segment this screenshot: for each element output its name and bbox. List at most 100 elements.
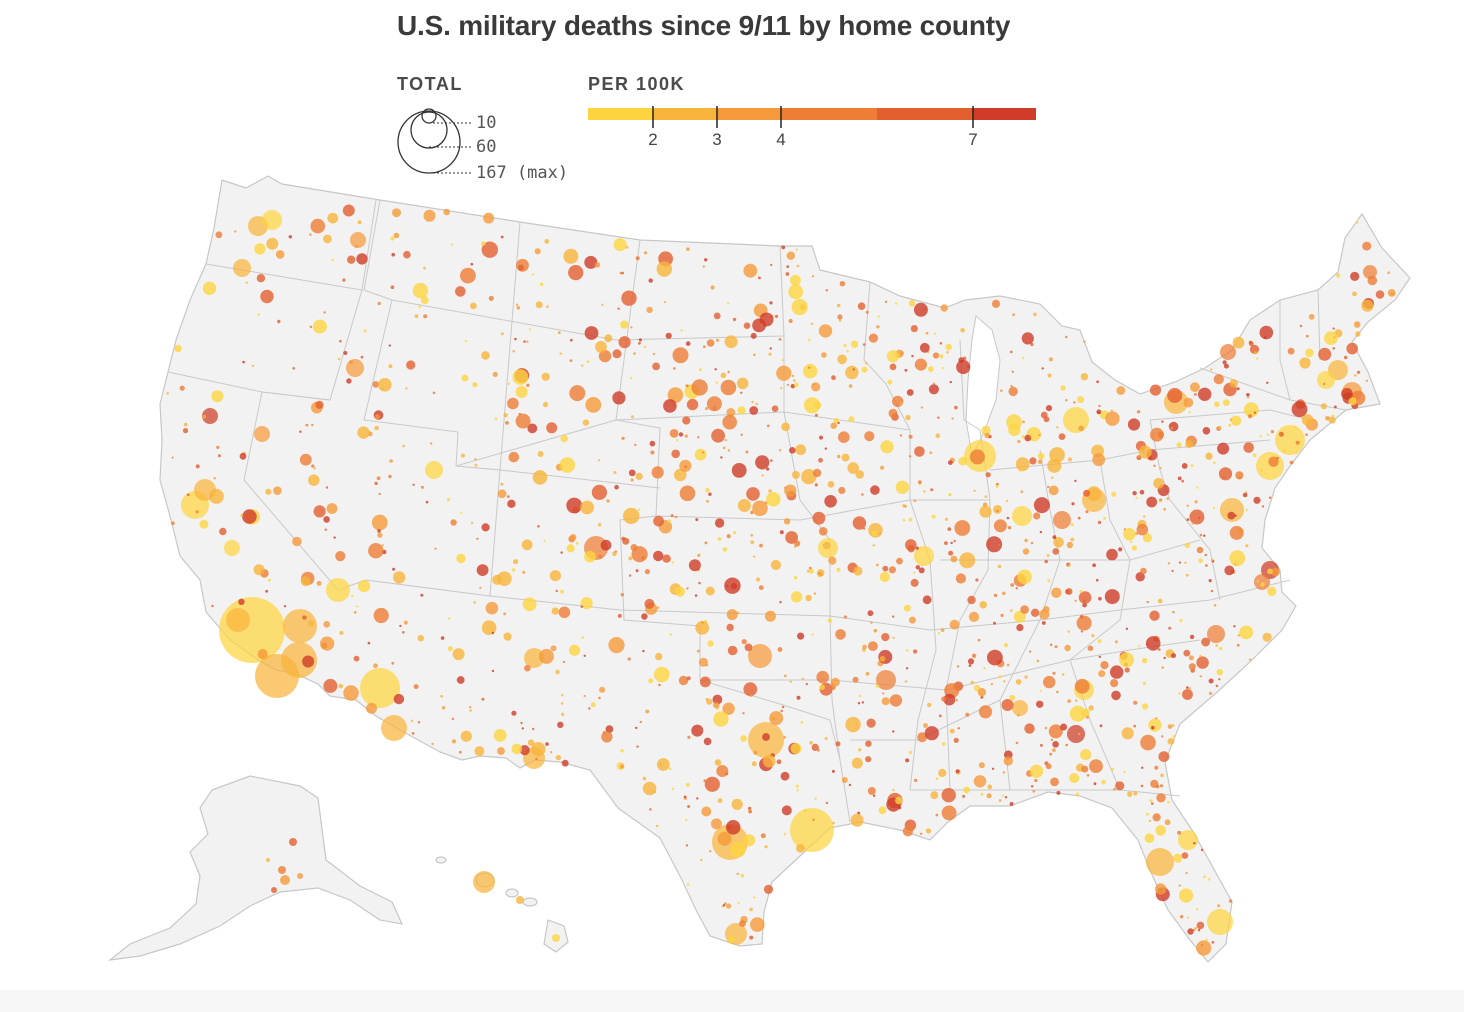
county-circle [507, 495, 510, 498]
county-circle [774, 314, 779, 318]
county-circle [838, 431, 850, 444]
county-circle [325, 486, 329, 489]
county-circle [940, 628, 945, 632]
county-circle [1334, 405, 1337, 409]
county-circle [265, 488, 272, 495]
county-circle [743, 834, 756, 847]
county-circle [935, 433, 941, 439]
county-circle [595, 341, 607, 353]
county-circle [950, 555, 958, 563]
county-circle [354, 244, 358, 248]
county-circle [1295, 451, 1298, 455]
county-circle [559, 457, 576, 473]
hawaii [435, 856, 569, 953]
county-circle [392, 567, 396, 571]
county-circle [1079, 589, 1083, 594]
county-circle [635, 472, 643, 480]
county-circle [814, 797, 817, 800]
county-circle [430, 442, 433, 445]
county-circle [1095, 578, 1099, 582]
county-circle [1325, 416, 1330, 421]
county-circle [633, 352, 636, 355]
county-circle [935, 813, 939, 817]
county-circle [1078, 591, 1092, 604]
county-circle [374, 414, 380, 420]
county-circle [743, 263, 758, 278]
county-circle [950, 541, 953, 545]
county-circle [1140, 567, 1147, 575]
county-circle [910, 325, 918, 333]
county-circle [1138, 445, 1152, 459]
county-circle [1224, 565, 1235, 576]
county-circle [737, 406, 746, 415]
county-circle [736, 872, 739, 876]
county-circle [1168, 421, 1179, 432]
county-circle [978, 705, 993, 719]
county-circle [752, 500, 768, 517]
county-circle [1149, 384, 1162, 396]
county-circle [853, 566, 863, 576]
county-circle [1050, 777, 1059, 787]
county-circle [500, 332, 504, 336]
county-circle [913, 778, 918, 783]
county-circle [1217, 442, 1230, 455]
county-circle [1116, 386, 1126, 395]
county-circle [182, 428, 189, 434]
county-circle [1135, 532, 1139, 536]
county-circle [219, 527, 227, 536]
county-circle [790, 743, 802, 754]
county-circle [1204, 553, 1208, 557]
county-circle [1068, 457, 1072, 462]
county-circle [953, 737, 959, 743]
county-circle [1115, 781, 1125, 791]
county-circle [171, 521, 175, 525]
county-circle [643, 345, 647, 349]
county-circle [330, 640, 335, 644]
county-circle [648, 278, 653, 283]
county-circle [1067, 725, 1085, 743]
county-circle [832, 821, 835, 825]
county-circle [977, 688, 987, 697]
land [107, 175, 1411, 963]
county-circle [1053, 511, 1071, 529]
county-circle [213, 477, 216, 480]
county-circle [1185, 440, 1194, 448]
county-circle [368, 543, 384, 559]
legend-color-swatch [588, 108, 653, 120]
county-circle [908, 455, 912, 458]
county-circle [597, 523, 602, 527]
county-circle [1052, 748, 1056, 752]
county-circle [522, 570, 526, 574]
county-circle [904, 368, 908, 372]
county-circle [836, 567, 841, 572]
county-circle [1040, 411, 1048, 419]
county-circle [292, 367, 296, 370]
county-circle [1256, 452, 1284, 480]
county-circle [411, 732, 415, 735]
county-circle [813, 401, 822, 409]
county-circle [1207, 878, 1211, 881]
county-circle [1052, 671, 1056, 675]
county-circle [892, 788, 895, 792]
county-circle [1075, 792, 1079, 796]
county-circle [494, 417, 498, 421]
county-circle [1123, 528, 1136, 541]
county-circle [686, 676, 691, 681]
county-circle [1188, 411, 1191, 414]
county-circle [1179, 618, 1183, 623]
county-circle [1170, 426, 1173, 430]
county-circle [378, 492, 381, 496]
county-circle [257, 649, 268, 660]
county-circle [895, 480, 910, 494]
county-circle [899, 434, 903, 437]
county-circle [1139, 489, 1145, 495]
county-circle [644, 598, 655, 609]
county-circle [392, 208, 401, 218]
county-circle [1136, 410, 1141, 414]
county-circle [713, 711, 729, 727]
county-circle [1089, 759, 1103, 773]
county-circle [527, 739, 535, 746]
county-circle [1207, 909, 1233, 935]
county-circle [759, 312, 774, 327]
county-circle [1146, 848, 1174, 876]
